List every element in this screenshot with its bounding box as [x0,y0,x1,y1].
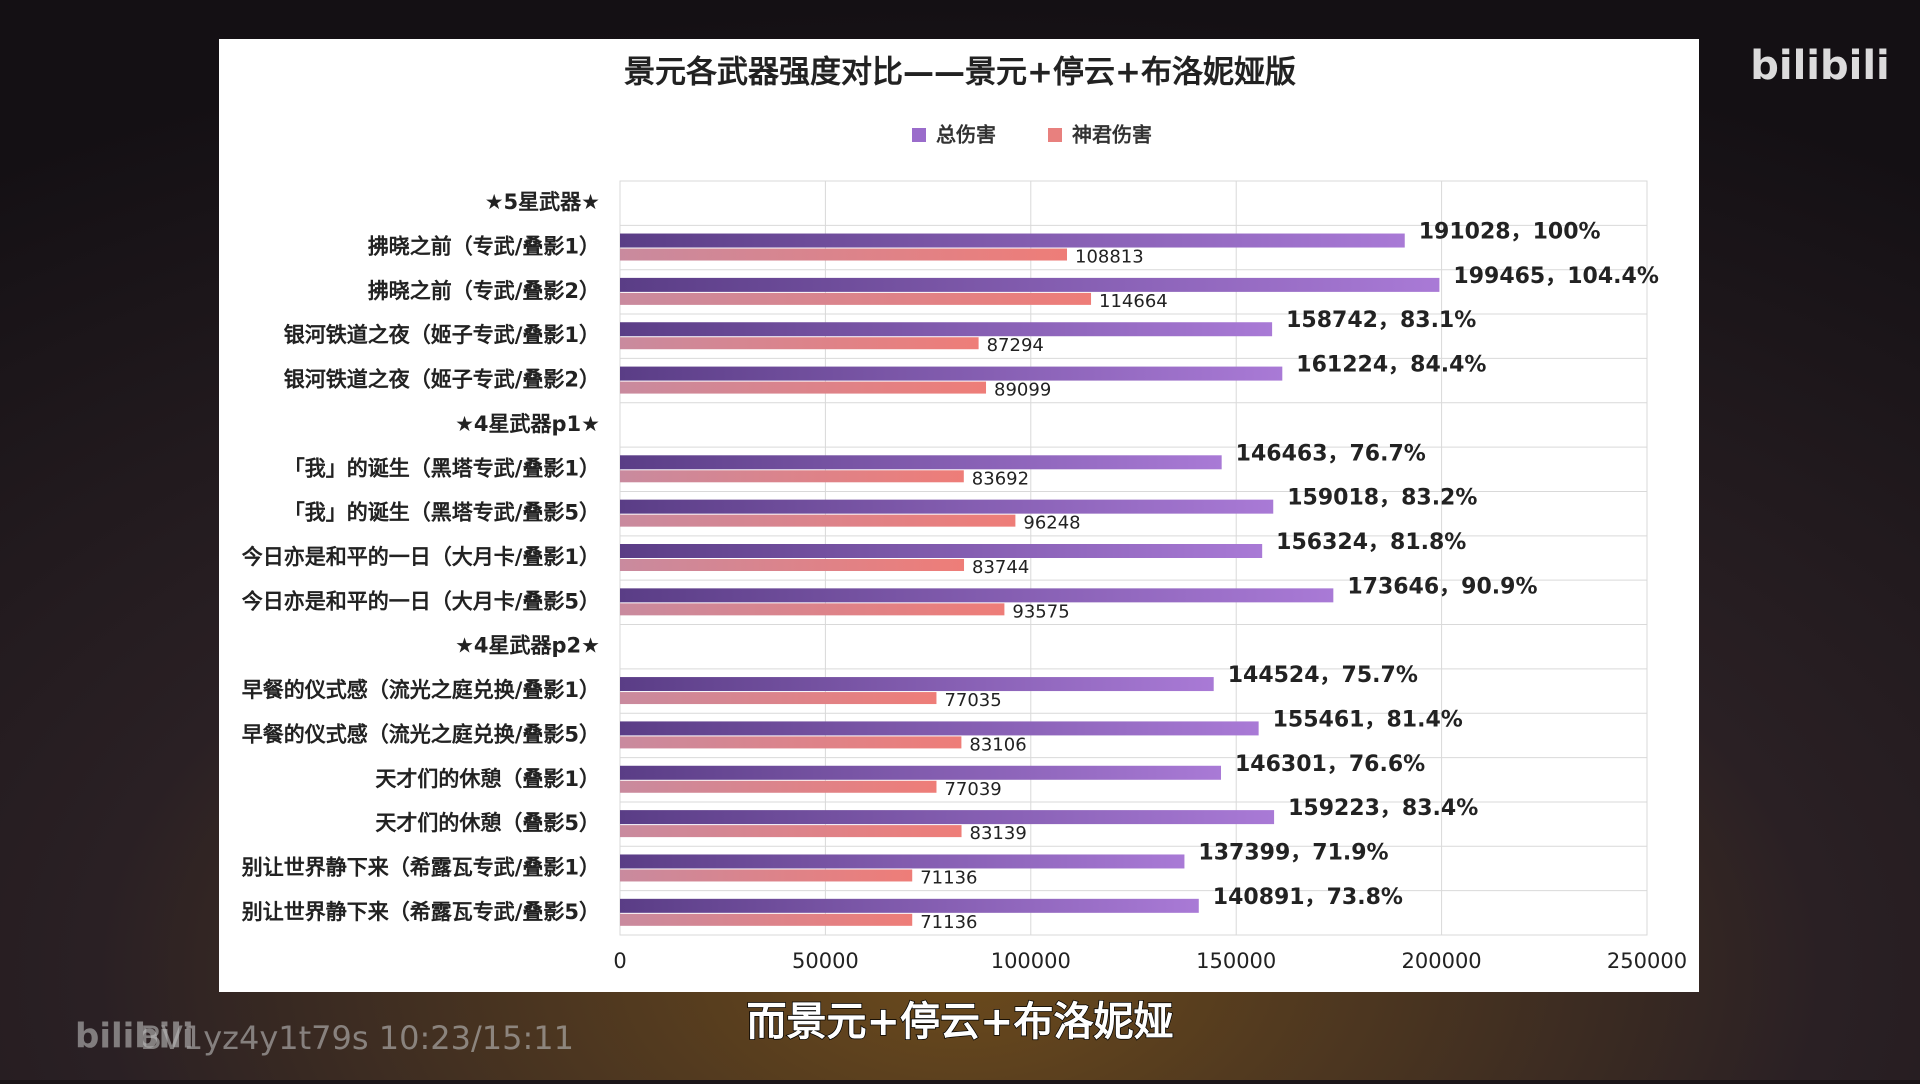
bar [620,248,1068,261]
data-label: 77039 [944,779,1001,800]
y-tick-label: 天才们的休憩（叠影1） [375,767,600,791]
bar [620,869,913,882]
bar [620,810,1275,825]
bar [620,499,1274,514]
data-label: 159223，83.4% [1288,796,1478,821]
x-tick-label: 200000 [1402,949,1482,973]
data-label: 140891，73.8% [1213,885,1403,910]
bar [620,721,1259,736]
bar [620,559,965,571]
data-label: 114664 [1099,291,1168,312]
bar [620,780,937,793]
legend-swatch [912,128,926,142]
bar [620,736,962,749]
bar [620,292,1092,305]
bar [620,470,964,483]
legend-label: 神君伤害 [1072,123,1152,147]
legend-swatch [1048,128,1062,142]
bar [620,765,1222,780]
data-label: 173646，90.9% [1347,574,1537,599]
x-tick-label: 50000 [792,949,859,973]
y-tick-label: 别让世界静下来（希露瓦专武/叠影5） [241,900,600,924]
y-tick-label: 拂晓之前（专武/叠影2） [368,279,600,303]
bar [620,337,979,350]
data-label: 146301，76.6% [1235,752,1425,777]
bar [620,277,1440,292]
bar [620,381,987,394]
y-tick-label: 早餐的仪式感（流光之庭兑换/叠影1） [242,678,600,702]
data-label: 144524，75.7% [1228,663,1418,688]
bar [620,366,1283,381]
bar [620,233,1405,248]
data-label: 156324，81.8% [1276,530,1466,555]
x-tick-label: 0 [613,949,626,973]
y-tick-label: 「我」的诞生（黑塔专武/叠影5） [284,501,600,525]
data-label: 137399，71.9% [1198,840,1388,865]
y-tick-label: ★5星武器★ [485,190,600,214]
bar [620,322,1273,337]
y-tick-label: 银河铁道之夜（姬子专武/叠影1） [284,323,600,347]
y-tick-label: 别让世界静下来（希露瓦专武/叠影1） [241,855,600,879]
bar [620,692,937,705]
y-tick-label: ★4星武器p2★ [455,634,600,658]
data-label: 96248 [1023,513,1080,534]
bar [620,455,1222,470]
bar [620,603,1005,616]
bar [620,913,913,926]
data-label: 146463，76.7% [1236,441,1426,466]
data-label: 77035 [944,690,1001,711]
data-label: 108813 [1075,247,1144,268]
y-tick-label: 银河铁道之夜（姬子专武/叠影2） [284,368,600,392]
data-label: 83139 [970,823,1027,844]
data-label: 83744 [972,557,1029,578]
data-label: 191028，100% [1419,220,1601,245]
y-tick-label: ★4星武器p1★ [455,412,600,436]
bar [620,514,1016,527]
x-tick-label: 250000 [1607,949,1687,973]
y-tick-label: 早餐的仪式感（流光之庭兑换/叠影5） [242,722,600,746]
data-label: 155461，81.4% [1273,707,1463,732]
bar [620,898,1199,913]
watermark: BV1yz4y1t79s 10:23/15:11 [140,1019,574,1057]
subtitle: 而景元+停云+布洛妮娅 [746,999,1173,1045]
bar [620,677,1214,692]
bar [620,544,1263,558]
data-label: 159018，83.2% [1287,486,1477,511]
data-label: 161224，84.4% [1296,353,1486,378]
data-label: 71136 [920,912,977,933]
data-label: 83692 [972,468,1029,489]
legend-label: 总伤害 [936,123,996,147]
data-label: 93575 [1012,601,1069,622]
chart-title: 景元各武器强度对比——景元+停云+布洛妮娅版 [624,55,1296,91]
data-label: 199465，104.4% [1453,264,1658,289]
data-label: 158742，83.1% [1286,308,1476,333]
y-tick-label: 拂晓之前（专武/叠影1） [368,235,600,259]
x-tick-label: 100000 [991,949,1071,973]
y-tick-label: 今日亦是和平的一日（大月卡/叠影5） [242,589,600,613]
logo: bilibili [75,1017,194,1057]
y-tick-label: 天才们的休憩（叠影5） [375,811,600,835]
data-label: 71136 [920,867,977,888]
y-tick-label: 今日亦是和平的一日（大月卡/叠影1） [242,545,600,569]
data-label: 83106 [969,734,1026,755]
logo: bilibili [1750,43,1890,89]
data-label: 87294 [987,335,1044,356]
bar [620,588,1334,603]
y-tick-label: 「我」的诞生（黑塔专武/叠影1） [284,456,600,480]
bar [620,825,962,838]
data-label: 89099 [994,380,1051,401]
bar [620,854,1185,869]
x-tick-label: 150000 [1196,949,1276,973]
